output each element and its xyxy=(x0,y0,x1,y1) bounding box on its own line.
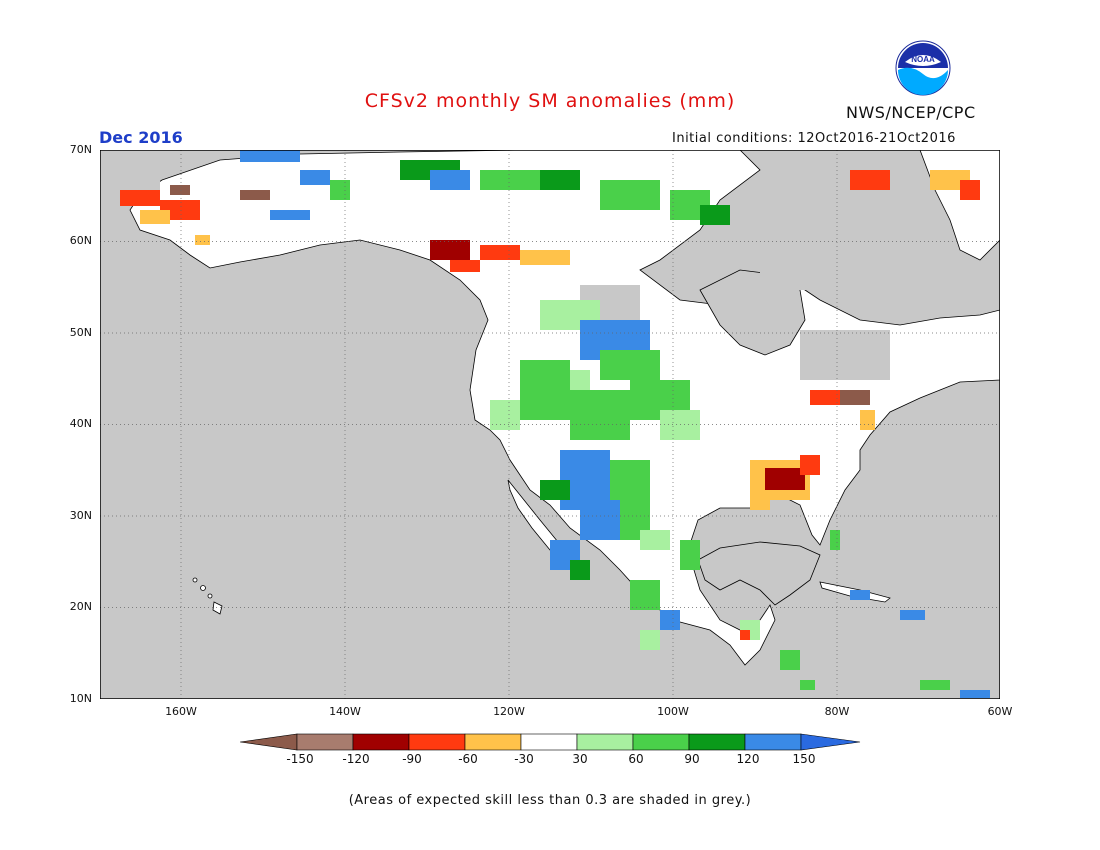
anomaly-cell xyxy=(430,170,470,190)
lat-label-60n: 60N xyxy=(69,234,92,247)
gulf-of-mexico xyxy=(697,541,821,606)
colorbar-label: -60 xyxy=(458,752,478,766)
anomaly-cell xyxy=(450,260,480,272)
noaa-logo: NOAA xyxy=(895,40,951,96)
anomaly-cell xyxy=(830,530,840,550)
lon-label-140w: 140W xyxy=(329,705,361,718)
anomaly-cell xyxy=(640,630,660,650)
anomaly-cell xyxy=(740,630,750,640)
anomaly-cell xyxy=(860,410,875,430)
colorbar-low-arrow xyxy=(240,733,298,751)
anomaly-cell xyxy=(430,240,470,260)
anomaly-cell xyxy=(570,560,590,580)
anomaly-cell xyxy=(780,650,800,670)
anomaly-cell xyxy=(700,205,730,225)
anomaly-cell xyxy=(800,455,820,475)
anomaly-cell xyxy=(480,245,520,260)
colorbar-label: 120 xyxy=(736,752,760,766)
colorbar-label: -90 xyxy=(402,752,422,766)
lat-label-50n: 50N xyxy=(69,326,92,339)
anomaly-cell xyxy=(240,150,300,162)
colorbar-label: 150 xyxy=(792,752,816,766)
colorbar-high-arrow xyxy=(800,733,861,751)
anomaly-cell xyxy=(810,390,840,405)
anomaly-cell xyxy=(800,680,815,690)
anomaly-map xyxy=(100,150,1000,699)
lat-label-40n: 40N xyxy=(69,417,92,430)
anomaly-cell xyxy=(900,610,925,620)
lat-label-10n: 10N xyxy=(69,692,92,705)
anomaly-cell xyxy=(195,235,210,245)
skill-footnote: (Areas of expected skill less than 0.3 a… xyxy=(348,793,752,808)
lon-label-60w: 60W xyxy=(987,705,1013,718)
anomaly-cell xyxy=(570,390,630,440)
colorbar-label: 60 xyxy=(628,752,644,766)
anomaly-cell xyxy=(480,170,540,190)
lon-label-80w: 80W xyxy=(824,705,850,718)
anomaly-cell xyxy=(850,590,870,600)
anomaly-cell xyxy=(840,390,870,405)
colorbar-label: 90 xyxy=(684,752,700,766)
anomaly-cell xyxy=(270,210,310,220)
anomaly-cell xyxy=(300,170,330,185)
anomaly-cell xyxy=(630,580,660,610)
anomaly-cell xyxy=(660,410,700,440)
anomaly-cell xyxy=(850,170,890,190)
anomaly-cell xyxy=(240,190,270,200)
anomaly-cell xyxy=(330,180,350,200)
anomaly-cell xyxy=(960,690,990,698)
hawaii-islands xyxy=(192,577,223,615)
map-title: CFSv2 monthly SM anomalies (mm) xyxy=(364,90,736,112)
anomaly-cell xyxy=(920,680,950,690)
lat-label-30n: 30N xyxy=(69,509,92,522)
anomaly-cell xyxy=(680,540,700,570)
anomaly-cell xyxy=(520,250,570,265)
anomaly-cell xyxy=(960,180,980,200)
anomaly-cell xyxy=(580,500,620,540)
anomaly-cell xyxy=(490,400,520,430)
anomaly-cell xyxy=(765,468,805,490)
colorbar-label: 30 xyxy=(572,752,588,766)
anomaly-cell xyxy=(540,170,580,190)
lon-label-120w: 120W xyxy=(493,705,525,718)
anomaly-cell xyxy=(610,460,650,500)
lon-label-100w: 100W xyxy=(657,705,689,718)
anomaly-cell xyxy=(540,480,570,500)
anomaly-cell xyxy=(600,180,660,210)
lat-label-20n: 20N xyxy=(69,600,92,613)
colorbar-label: -120 xyxy=(342,752,370,766)
colorbar-label: -150 xyxy=(286,752,314,766)
anomaly-cell xyxy=(640,530,670,550)
colorbar xyxy=(240,733,861,751)
anomaly-cell xyxy=(120,190,160,206)
initial-conditions-label: Initial conditions: 12Oct2016-21Oct2016 xyxy=(672,131,956,146)
anomaly-cell xyxy=(600,350,660,380)
anomaly-cell xyxy=(750,490,770,510)
noaa-logo-text: NOAA xyxy=(911,55,935,64)
anomaly-cells xyxy=(120,150,990,698)
organization-label: NWS/NCEP/CPC xyxy=(846,103,976,122)
colorbar-label: -30 xyxy=(514,752,534,766)
lon-label-160w: 160W xyxy=(165,705,197,718)
anomaly-cell xyxy=(660,610,680,630)
anomaly-cell xyxy=(520,360,570,420)
anomaly-cell xyxy=(170,185,190,195)
anomaly-cell xyxy=(140,210,170,224)
lat-label-70n: 70N xyxy=(69,143,92,156)
valid-month-label: Dec 2016 xyxy=(99,128,183,147)
